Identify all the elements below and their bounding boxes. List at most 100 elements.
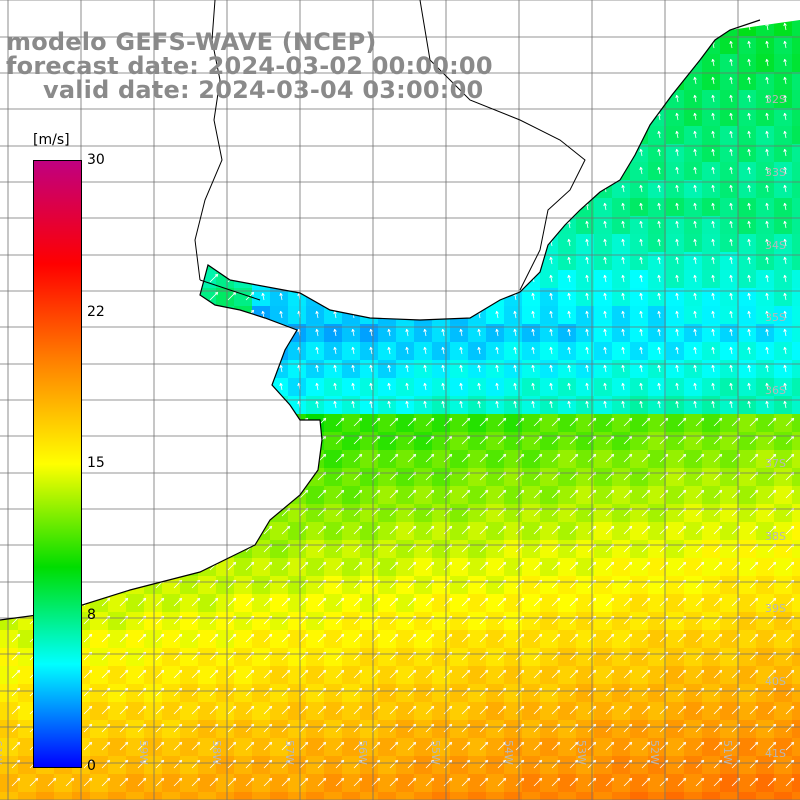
wind-cell <box>558 270 576 288</box>
wind-cell <box>738 504 756 522</box>
wind-cell <box>306 540 324 558</box>
wind-cell <box>504 702 522 720</box>
wind-cell <box>612 666 630 684</box>
wind-cell <box>360 666 378 684</box>
wind-cell <box>504 756 522 774</box>
wind-arrow <box>335 777 345 787</box>
wind-arrow <box>11 669 21 679</box>
wind-cell <box>630 522 648 540</box>
wind-arrow <box>387 400 391 409</box>
wind-cell <box>792 504 800 522</box>
wind-cell <box>450 558 468 576</box>
wind-cell <box>684 684 702 702</box>
wind-cell <box>558 252 576 270</box>
wind-arrow <box>387 328 391 337</box>
wind-cell <box>288 612 306 630</box>
wind-cell <box>738 270 756 288</box>
wind-cell <box>414 648 432 666</box>
wind-arrow <box>423 328 427 337</box>
wind-arrow <box>749 453 759 463</box>
wind-cell <box>522 522 540 540</box>
wind-cell <box>540 414 558 432</box>
wind-cell <box>702 324 720 342</box>
wind-arrow <box>513 364 517 373</box>
wind-arrow <box>623 633 633 643</box>
wind-arrow <box>747 400 751 409</box>
wind-cell <box>144 792 162 800</box>
wind-cell <box>756 612 774 630</box>
wind-arrow <box>407 453 417 463</box>
wind-cell <box>486 360 504 378</box>
wind-arrow <box>641 633 651 643</box>
wind-arrow <box>711 202 715 211</box>
wind-arrow <box>281 561 291 571</box>
wind-arrow <box>209 633 219 643</box>
wind-cell <box>486 396 504 414</box>
colorbar-tick: 15 <box>87 455 105 471</box>
wind-arrow <box>695 489 705 499</box>
wind-arrow <box>531 346 535 355</box>
wind-cell <box>522 612 540 630</box>
wind-arrow <box>533 489 543 499</box>
wind-arrow <box>531 400 535 409</box>
wind-cell <box>468 684 486 702</box>
wind-arrow <box>621 364 625 373</box>
wind-cell <box>720 558 738 576</box>
wind-arrow <box>299 669 309 679</box>
wind-arrow <box>621 256 625 265</box>
wind-cell <box>504 612 522 630</box>
wind-cell <box>594 216 612 234</box>
wind-arrow <box>623 669 633 679</box>
wind-cell <box>702 126 720 144</box>
wind-cell <box>540 702 558 720</box>
wind-cell <box>738 450 756 468</box>
wind-cell <box>252 558 270 576</box>
wind-arrow <box>387 346 391 355</box>
wind-cell <box>504 396 522 414</box>
wind-cell <box>684 396 702 414</box>
wind-arrow <box>533 705 543 715</box>
wind-cell <box>648 324 666 342</box>
wind-cell <box>306 666 324 684</box>
wind-cell <box>468 792 486 800</box>
wind-arrow <box>335 417 345 427</box>
wind-arrow <box>569 417 579 427</box>
wind-cell <box>522 342 540 360</box>
wind-arrow <box>549 346 553 355</box>
wind-cell <box>396 720 414 738</box>
wind-cell <box>738 324 756 342</box>
wind-cell <box>648 522 666 540</box>
wind-arrow <box>513 328 517 337</box>
wind-cell <box>576 684 594 702</box>
wind-cell <box>630 558 648 576</box>
wind-cell <box>684 576 702 594</box>
wind-arrow <box>533 453 543 463</box>
wind-cell <box>180 738 198 756</box>
wind-arrow <box>353 633 363 643</box>
wind-cell <box>738 738 756 756</box>
wind-cell <box>720 234 738 252</box>
wind-cell <box>576 612 594 630</box>
wind-cell <box>720 414 738 432</box>
wind-arrow <box>461 777 471 787</box>
wind-cell <box>738 72 756 90</box>
wind-cell <box>774 270 792 288</box>
wind-cell <box>612 486 630 504</box>
wind-cell <box>468 360 486 378</box>
wind-arrow <box>603 400 607 409</box>
wind-arrow <box>83 777 93 787</box>
wind-cell <box>756 558 774 576</box>
wind-arrow <box>551 741 561 751</box>
wind-arrow <box>783 166 787 175</box>
wind-arrow <box>479 777 489 787</box>
wind-cell <box>738 126 756 144</box>
wind-cell <box>630 216 648 234</box>
wind-arrow <box>335 453 345 463</box>
wind-arrow <box>713 705 723 715</box>
wind-cell <box>738 414 756 432</box>
wind-arrow <box>693 382 697 391</box>
wind-cell <box>324 450 342 468</box>
wind-cell <box>648 540 666 558</box>
wind-arrow <box>639 274 643 283</box>
wind-cell <box>648 198 666 216</box>
